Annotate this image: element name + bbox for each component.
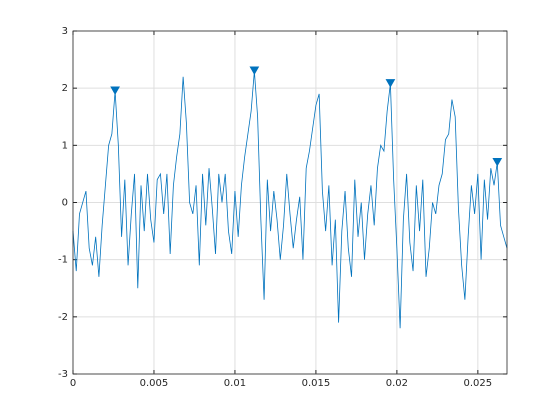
signal-line	[72, 70, 508, 329]
x-tick-label: 0.025	[464, 378, 493, 389]
x-tick-label: 0.02	[386, 378, 408, 389]
y-tick-label: -2	[58, 312, 68, 323]
peak-marker	[249, 66, 260, 76]
y-tick-label: -3	[58, 369, 68, 380]
axes-box	[72, 30, 508, 375]
y-tick-label: 2	[62, 83, 68, 94]
peak-marker	[385, 79, 396, 88]
x-tick-label: 0.005	[140, 378, 169, 389]
peak-marker	[110, 86, 120, 96]
y-tick-label: 3	[62, 26, 68, 37]
y-tick-label: 1	[62, 140, 68, 151]
x-tick-label: 0	[70, 378, 76, 389]
peak-marker	[492, 157, 503, 167]
y-tick-label: -1	[58, 255, 68, 266]
x-tick-label: 0.01	[224, 378, 246, 389]
x-tick-label: 0.015	[302, 378, 331, 389]
y-tick-label: 0	[62, 198, 68, 209]
